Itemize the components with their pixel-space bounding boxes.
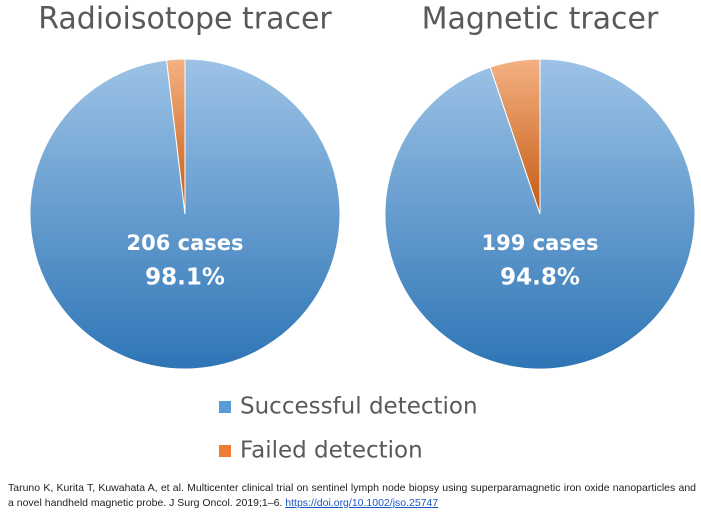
legend-label: Successful detection: [240, 394, 478, 420]
chart: Radioisotope tracer 206 cases 98.1% Magneti…: [29, 2, 696, 464]
pie-slice: [165, 58, 186, 215]
citation: Taruno K, Kurita T, Kuwahata A, et al. M…: [8, 481, 696, 511]
pie-slice: [489, 58, 541, 215]
chart-title: Radioisotope tracer: [38, 2, 332, 37]
legend-label: Failed detection: [240, 438, 423, 464]
legend-swatch: [219, 401, 231, 413]
annotation: 206 cases: [126, 231, 243, 255]
legend-swatch: [219, 445, 231, 457]
citation-text: Taruno K, Kurita T, Kuwahata A, et al. M…: [8, 482, 696, 509]
annotation: 199 cases: [481, 231, 598, 255]
data-label: 94.8%: [500, 265, 580, 291]
data-label: 98.1%: [145, 265, 225, 291]
citation-link[interactable]: https://doi.org/10.1002/jso.25747: [285, 497, 439, 509]
chart-title: Magnetic tracer: [422, 2, 659, 37]
